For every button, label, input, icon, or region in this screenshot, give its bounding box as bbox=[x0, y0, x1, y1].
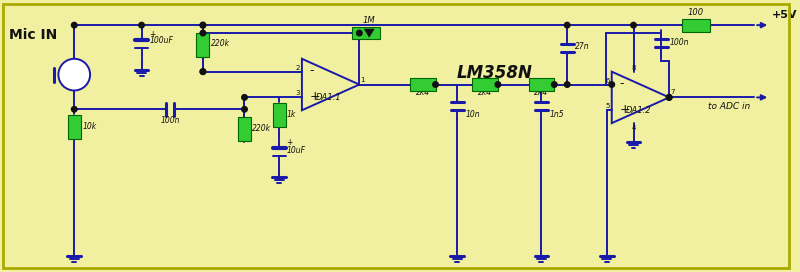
Circle shape bbox=[71, 107, 77, 112]
Text: 100n: 100n bbox=[669, 38, 689, 47]
Text: LM358N: LM358N bbox=[457, 64, 533, 82]
Text: 220k: 220k bbox=[253, 123, 271, 132]
Text: 7: 7 bbox=[670, 89, 674, 95]
Circle shape bbox=[565, 82, 570, 87]
Bar bbox=[197, 33, 210, 57]
Circle shape bbox=[242, 107, 247, 112]
Text: 1n5: 1n5 bbox=[550, 110, 564, 119]
Circle shape bbox=[200, 69, 206, 75]
Text: +: + bbox=[620, 103, 630, 116]
Text: 27n: 27n bbox=[575, 42, 590, 51]
Text: 6: 6 bbox=[606, 78, 610, 84]
Text: 4: 4 bbox=[631, 125, 636, 131]
Circle shape bbox=[200, 30, 206, 36]
Bar bbox=[68, 115, 81, 139]
Circle shape bbox=[200, 22, 206, 28]
Circle shape bbox=[138, 22, 144, 28]
Text: DA1.2: DA1.2 bbox=[626, 106, 651, 115]
Polygon shape bbox=[364, 29, 374, 37]
Text: 8: 8 bbox=[631, 65, 636, 71]
Text: -: - bbox=[310, 64, 314, 77]
Bar bbox=[529, 78, 554, 91]
Circle shape bbox=[200, 22, 206, 28]
Text: -: - bbox=[620, 77, 624, 90]
Circle shape bbox=[666, 95, 672, 100]
Bar bbox=[238, 117, 251, 141]
Text: 5: 5 bbox=[606, 103, 610, 109]
Text: 100: 100 bbox=[688, 8, 704, 17]
Circle shape bbox=[357, 30, 362, 36]
Text: 3: 3 bbox=[295, 90, 300, 96]
Text: 10n: 10n bbox=[466, 110, 480, 119]
Text: to ADC in: to ADC in bbox=[708, 102, 750, 111]
Text: 10uF: 10uF bbox=[287, 146, 306, 155]
Text: 220k: 220k bbox=[211, 39, 230, 48]
Text: 1k: 1k bbox=[287, 110, 296, 119]
Circle shape bbox=[609, 82, 614, 87]
Text: 1: 1 bbox=[360, 76, 365, 83]
Circle shape bbox=[242, 95, 247, 100]
Circle shape bbox=[71, 22, 77, 28]
Circle shape bbox=[630, 22, 636, 28]
Circle shape bbox=[551, 82, 557, 87]
Text: DA1.1: DA1.1 bbox=[316, 93, 342, 102]
Text: 2: 2 bbox=[295, 65, 300, 71]
Text: 10k: 10k bbox=[82, 122, 96, 131]
Text: 100n: 100n bbox=[161, 116, 180, 125]
Bar bbox=[682, 19, 710, 32]
Text: +: + bbox=[286, 138, 293, 147]
Text: +: + bbox=[310, 90, 321, 103]
Text: Mic IN: Mic IN bbox=[9, 28, 57, 42]
Circle shape bbox=[58, 59, 90, 91]
Text: 2k4: 2k4 bbox=[534, 88, 549, 97]
Text: 2k4: 2k4 bbox=[416, 88, 430, 97]
Text: +: + bbox=[149, 30, 155, 39]
Text: 100uF: 100uF bbox=[150, 36, 174, 45]
Circle shape bbox=[433, 82, 438, 87]
Circle shape bbox=[666, 95, 672, 100]
Bar bbox=[352, 27, 380, 39]
Text: 1M: 1M bbox=[362, 16, 375, 25]
Bar bbox=[472, 78, 498, 91]
Text: 2k4: 2k4 bbox=[478, 88, 492, 97]
Text: +5V: +5V bbox=[772, 10, 798, 20]
Bar bbox=[410, 78, 435, 91]
Circle shape bbox=[565, 22, 570, 28]
Circle shape bbox=[495, 82, 501, 87]
Circle shape bbox=[200, 69, 206, 75]
Bar bbox=[273, 103, 286, 127]
